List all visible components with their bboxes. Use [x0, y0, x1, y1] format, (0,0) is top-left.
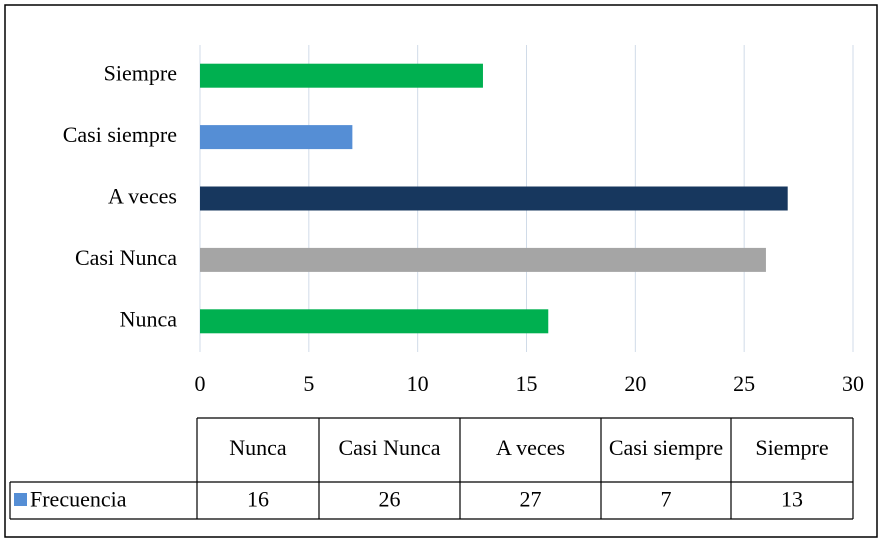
bar: [200, 186, 788, 211]
y-tick-label: Casi siempre: [63, 122, 177, 147]
table-value: 27: [520, 487, 542, 512]
x-tick-label: 5: [303, 371, 314, 396]
table-header: A veces: [496, 435, 565, 460]
x-tick-label: 15: [516, 371, 538, 396]
y-tick-label: Nunca: [120, 306, 178, 331]
bar: [200, 63, 483, 88]
table-value: 26: [379, 487, 401, 512]
x-tick-label: 20: [624, 371, 646, 396]
y-tick-label: Casi Nunca: [75, 245, 177, 270]
table-value: 7: [661, 487, 672, 512]
bar: [200, 247, 766, 272]
table-value: 13: [781, 487, 803, 512]
x-tick-label: 0: [195, 371, 206, 396]
x-tick-label: 30: [842, 371, 864, 396]
x-tick-label: 25: [733, 371, 755, 396]
y-tick-label: Siempre: [104, 61, 177, 86]
legend-swatch: [14, 493, 27, 506]
table-value: 16: [247, 487, 269, 512]
table-header: Nunca: [229, 435, 287, 460]
table-header: Casi siempre: [609, 435, 723, 460]
bar: [200, 125, 353, 150]
y-tick-label: A veces: [108, 184, 177, 209]
table-header: Casi Nunca: [338, 435, 440, 460]
bar: [200, 309, 549, 334]
x-tick-label: 10: [407, 371, 429, 396]
legend-label: Frecuencia: [30, 487, 127, 512]
table-header: Siempre: [755, 435, 828, 460]
